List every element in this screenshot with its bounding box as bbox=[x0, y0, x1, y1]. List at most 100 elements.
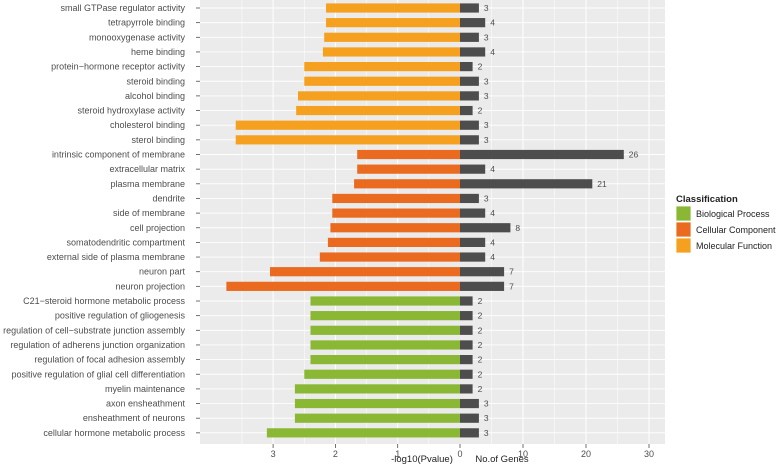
category-label: external side of plasma membrane bbox=[47, 252, 185, 262]
left-axis-title: -log10(Pvalue) bbox=[391, 454, 453, 465]
gene-count-bar bbox=[460, 62, 473, 72]
pvalue-bar bbox=[357, 164, 460, 174]
gene-count-bar bbox=[460, 164, 486, 174]
left-axis-tick-label: 2 bbox=[333, 449, 338, 459]
right-panel-background bbox=[460, 0, 665, 444]
pvalue-bar bbox=[226, 281, 460, 291]
pvalue-bar bbox=[296, 105, 460, 116]
gene-count-label: 4 bbox=[490, 252, 495, 262]
left-axis-tick-label: 3 bbox=[271, 449, 276, 459]
legend-swatch bbox=[675, 205, 692, 222]
category-label: extracellular matrix bbox=[109, 164, 185, 174]
gene-count-label: 2 bbox=[478, 340, 483, 350]
gene-count-label: 3 bbox=[484, 32, 489, 42]
category-label: heme binding bbox=[131, 47, 185, 57]
pvalue-bar bbox=[324, 32, 460, 42]
category-label: neuron projection bbox=[115, 281, 185, 291]
pvalue-bar bbox=[310, 296, 460, 306]
gene-count-bar bbox=[460, 355, 473, 365]
gene-count-bar bbox=[460, 413, 479, 423]
gene-count-label: 3 bbox=[484, 3, 489, 13]
gene-count-bar bbox=[460, 18, 486, 28]
gene-count-bar bbox=[460, 120, 479, 130]
category-label: alcohol binding bbox=[125, 91, 185, 101]
gene-count-bar bbox=[460, 252, 486, 262]
gene-count-label: 4 bbox=[490, 237, 495, 247]
gene-count-bar bbox=[460, 398, 479, 409]
category-label: plasma membrane bbox=[110, 179, 185, 189]
right-axis-tick-label: 30 bbox=[644, 449, 654, 459]
gene-count-label: 3 bbox=[484, 428, 489, 438]
pvalue-bar bbox=[294, 398, 460, 409]
category-label: axon ensheathment bbox=[106, 399, 186, 409]
gene-count-bar bbox=[460, 325, 473, 335]
category-label: side of membrane bbox=[113, 208, 185, 218]
gene-count-label: 3 bbox=[484, 135, 489, 145]
gene-count-label: 2 bbox=[478, 355, 483, 365]
gene-count-bar bbox=[460, 340, 473, 350]
gene-count-label: 7 bbox=[509, 267, 514, 277]
legend-swatch bbox=[675, 221, 692, 238]
gene-count-bar bbox=[460, 296, 473, 306]
gene-count-label: 2 bbox=[478, 311, 483, 321]
category-label: small GTPase regulator activity bbox=[60, 3, 185, 13]
pvalue-bar bbox=[310, 311, 460, 321]
gene-count-bar bbox=[460, 223, 511, 233]
gene-count-bar bbox=[460, 91, 479, 101]
gene-count-bar bbox=[460, 237, 486, 247]
gene-count-bar bbox=[460, 428, 479, 438]
pvalue-bar bbox=[327, 237, 460, 247]
category-label: intrinsic component of membrane bbox=[52, 150, 185, 160]
category-label: tetrapyrrole binding bbox=[108, 18, 185, 28]
gene-count-label: 3 bbox=[484, 413, 489, 423]
category-label: ensheathment of neurons bbox=[83, 413, 186, 423]
gene-count-label: 2 bbox=[478, 325, 483, 335]
gene-count-label: 4 bbox=[490, 164, 495, 174]
gene-count-label: 2 bbox=[478, 106, 483, 116]
gene-count-label: 4 bbox=[490, 208, 495, 218]
category-label: steroid binding bbox=[126, 76, 185, 86]
pvalue-bar bbox=[326, 18, 460, 28]
category-label: somatodendritic compartment bbox=[66, 237, 185, 247]
gene-count-label: 3 bbox=[484, 76, 489, 86]
gene-count-bar bbox=[460, 3, 479, 13]
gene-count-bar bbox=[460, 384, 473, 394]
gene-count-bar bbox=[460, 179, 593, 189]
category-label: C21−steroid hormone metabolic process bbox=[23, 296, 185, 306]
gene-count-label: 2 bbox=[478, 296, 483, 306]
pvalue-bar bbox=[326, 3, 460, 13]
legend-items: Biological Process Cellular Component Mole… bbox=[675, 205, 776, 254]
pvalue-bar bbox=[294, 413, 460, 423]
pvalue-bar bbox=[322, 47, 460, 57]
gene-count-label: 2 bbox=[478, 369, 483, 379]
right-axis-tick-label: 10 bbox=[518, 449, 528, 459]
pvalue-bar bbox=[310, 325, 460, 335]
legend-item-label: Molecular Function bbox=[696, 241, 772, 251]
category-label: monooxygenase activity bbox=[89, 32, 186, 42]
gene-count-label: 2 bbox=[478, 62, 483, 72]
legend-item-label: Biological Process bbox=[696, 209, 770, 219]
category-label: neuron part bbox=[139, 267, 186, 277]
category-label: cell projection bbox=[130, 223, 185, 233]
right-axis-tick-label: 0 bbox=[457, 449, 462, 459]
gene-count-label: 7 bbox=[509, 281, 514, 291]
right-axis-tick-label: 20 bbox=[581, 449, 591, 459]
gene-count-bar bbox=[460, 76, 479, 86]
pvalue-bar bbox=[357, 149, 460, 160]
category-labels: small GTPase regulator activity tetrapyrr… bbox=[3, 3, 200, 438]
pvalue-bar bbox=[310, 340, 460, 350]
pvalue-bar bbox=[319, 252, 460, 262]
gene-count-bar bbox=[460, 135, 479, 145]
legend-title: Classification bbox=[676, 194, 738, 205]
axis-ticks: 3 2 1 0 10 20 30 bbox=[271, 444, 654, 459]
category-label: regulation of adherens junction organiza… bbox=[10, 340, 185, 350]
gene-count-bar bbox=[460, 105, 473, 116]
gene-count-label: 21 bbox=[597, 179, 607, 189]
pvalue-bar bbox=[235, 135, 460, 145]
category-label: positive regulation of gliogenesis bbox=[55, 311, 186, 321]
gene-count-label: 8 bbox=[515, 223, 520, 233]
pvalue-bar bbox=[304, 369, 460, 379]
gene-count-bar bbox=[460, 369, 473, 379]
category-label: regulation of focal adhesion assembly bbox=[34, 355, 185, 365]
